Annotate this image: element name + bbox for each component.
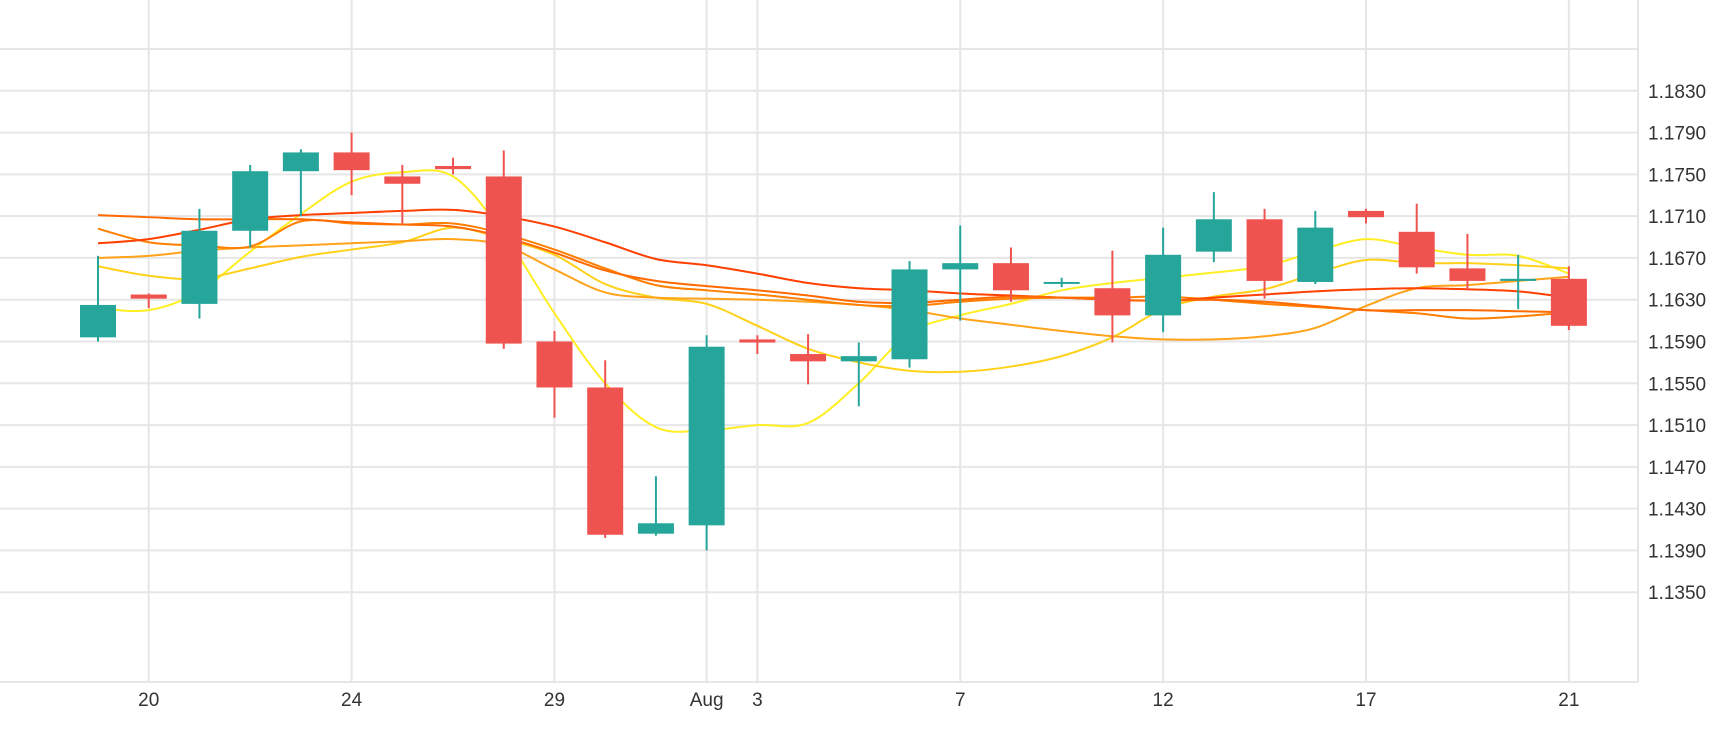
candle-body	[80, 304, 116, 338]
candle-body	[1145, 254, 1182, 316]
candle-body	[942, 263, 979, 270]
x-tick-label: 21	[1558, 690, 1579, 711]
y-tick-label: 1.1710	[1648, 207, 1706, 228]
candle-up	[688, 335, 725, 551]
candle-body	[1195, 219, 1232, 252]
candle-down	[1246, 208, 1283, 299]
candles	[80, 132, 1587, 551]
candle-up	[1297, 210, 1334, 285]
candle-body	[333, 152, 370, 171]
candle-up	[232, 164, 269, 248]
y-tick-label: 1.1470	[1648, 458, 1706, 479]
candle-body	[637, 523, 674, 534]
candle-up	[840, 342, 877, 407]
y-tick-label: 1.1590	[1648, 333, 1706, 354]
candle-up	[80, 255, 116, 342]
candle-body	[536, 341, 573, 388]
candle-down	[790, 334, 827, 385]
candle-down	[1449, 233, 1486, 291]
candle-down	[587, 360, 624, 538]
candle-down	[384, 164, 421, 224]
candle-body	[587, 387, 624, 535]
candle-down	[1550, 266, 1587, 331]
candle-up	[1195, 192, 1232, 263]
candle-body	[1297, 227, 1334, 282]
axes: 1.1350 1.1390 1.1430 1.1470 1.1510 1.1550 1.15…	[138, 82, 1706, 711]
x-tick-label: 20	[138, 690, 159, 711]
x-tick-label: 3	[752, 690, 763, 711]
x-tick-label: 17	[1355, 690, 1376, 711]
candle-body	[1550, 278, 1587, 326]
moving-average-lines	[97, 169, 1570, 433]
candle-body	[840, 356, 877, 362]
candle-up	[1145, 227, 1182, 333]
y-tick-label: 1.1750	[1648, 165, 1706, 186]
candle-up	[1500, 254, 1537, 310]
candle-down	[485, 150, 522, 349]
candle-body	[1094, 288, 1131, 316]
candle-body	[891, 269, 928, 360]
candle-down	[1398, 203, 1435, 274]
grid	[0, 0, 1639, 683]
candle-up	[942, 225, 979, 321]
y-tick-label: 1.1510	[1648, 416, 1706, 437]
y-tick-label: 1.1390	[1648, 541, 1706, 562]
candle-down	[739, 335, 776, 355]
candle-body	[435, 166, 472, 170]
y-tick-label: 1.1630	[1648, 291, 1706, 312]
candle-body	[739, 339, 776, 343]
candle-body	[790, 354, 827, 362]
candle-down	[536, 331, 573, 418]
y-tick-label: 1.1830	[1648, 82, 1706, 103]
candle-body	[992, 263, 1029, 291]
candle-up	[181, 208, 218, 319]
candle-body	[130, 294, 167, 299]
y-tick-label: 1.1670	[1648, 249, 1706, 270]
x-tick-label: 12	[1153, 690, 1174, 711]
candle-down	[130, 293, 167, 309]
candle-up	[637, 476, 674, 536]
candle-down	[435, 157, 472, 175]
moving-average-line	[97, 208, 1570, 302]
x-tick-label: 7	[955, 690, 966, 711]
y-tick-label: 1.1350	[1648, 583, 1706, 604]
y-tick-label: 1.1550	[1648, 374, 1706, 395]
y-tick-label: 1.1790	[1648, 124, 1706, 145]
candle-down	[1348, 208, 1384, 224]
candle-body	[688, 346, 725, 526]
candle-body	[1043, 281, 1080, 284]
y-tick-label: 1.1430	[1648, 500, 1706, 521]
candle-up	[282, 149, 319, 217]
x-tick-label: 29	[544, 690, 565, 711]
moving-average-line	[97, 169, 1570, 433]
x-tick-label: Aug	[690, 690, 724, 711]
moving-average-line	[97, 214, 1569, 314]
candle-body	[282, 152, 319, 172]
candle-body	[1398, 231, 1435, 268]
candle-body	[181, 230, 218, 304]
candle-body	[1246, 219, 1283, 281]
x-tick-label: 24	[341, 690, 363, 711]
candle-body	[1500, 278, 1537, 281]
candle-body	[232, 171, 269, 231]
candle-body	[1348, 210, 1384, 218]
candle-body	[384, 176, 421, 184]
candle-down	[1094, 250, 1131, 343]
candle-down	[333, 132, 370, 196]
candle-body	[1449, 268, 1486, 281]
candle-down	[992, 247, 1029, 302]
candle-up	[1043, 277, 1080, 288]
candle-body	[485, 176, 522, 344]
candle-up	[891, 261, 928, 368]
